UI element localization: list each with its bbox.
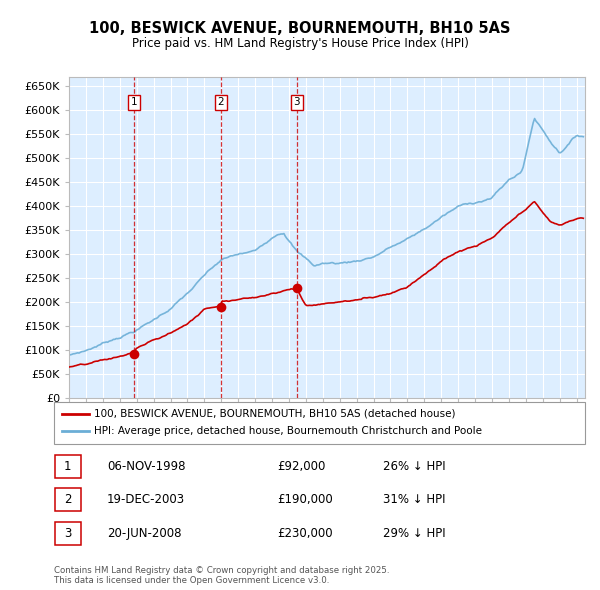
Text: 1: 1 (64, 460, 71, 473)
Text: 19-DEC-2003: 19-DEC-2003 (107, 493, 185, 506)
Text: 1: 1 (131, 97, 137, 107)
Text: 31% ↓ HPI: 31% ↓ HPI (383, 493, 446, 506)
Text: Contains HM Land Registry data © Crown copyright and database right 2025.
This d: Contains HM Land Registry data © Crown c… (54, 566, 389, 585)
Text: 29% ↓ HPI: 29% ↓ HPI (383, 527, 446, 540)
Bar (55, 522, 80, 545)
Text: 3: 3 (64, 527, 71, 540)
Text: 26% ↓ HPI: 26% ↓ HPI (383, 460, 446, 473)
Text: £190,000: £190,000 (277, 493, 333, 506)
Text: HPI: Average price, detached house, Bournemouth Christchurch and Poole: HPI: Average price, detached house, Bour… (94, 427, 482, 436)
Text: 2: 2 (64, 493, 71, 506)
Text: 100, BESWICK AVENUE, BOURNEMOUTH, BH10 5AS (detached house): 100, BESWICK AVENUE, BOURNEMOUTH, BH10 5… (94, 408, 455, 418)
Bar (55, 489, 80, 511)
Text: £230,000: £230,000 (277, 527, 332, 540)
Text: 20-JUN-2008: 20-JUN-2008 (107, 527, 182, 540)
Text: £92,000: £92,000 (277, 460, 325, 473)
Text: 2: 2 (217, 97, 224, 107)
Text: 3: 3 (293, 97, 300, 107)
Bar (55, 455, 80, 478)
Text: Price paid vs. HM Land Registry's House Price Index (HPI): Price paid vs. HM Land Registry's House … (131, 37, 469, 50)
Text: 06-NOV-1998: 06-NOV-1998 (107, 460, 185, 473)
Text: 100, BESWICK AVENUE, BOURNEMOUTH, BH10 5AS: 100, BESWICK AVENUE, BOURNEMOUTH, BH10 5… (89, 21, 511, 35)
